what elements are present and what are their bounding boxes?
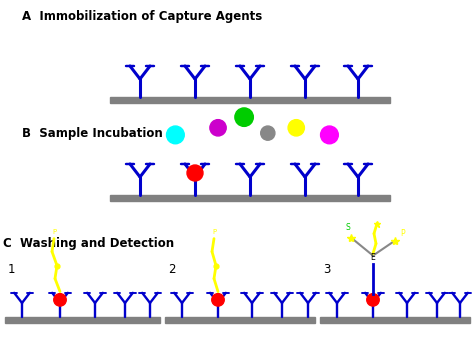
Text: 3: 3	[323, 263, 330, 276]
Circle shape	[320, 126, 338, 144]
Bar	[165, 317, 315, 323]
Circle shape	[212, 294, 224, 306]
Circle shape	[166, 126, 184, 144]
Bar	[320, 317, 470, 323]
Bar	[110, 97, 390, 103]
Circle shape	[261, 126, 275, 140]
Text: C  Washing and Detection: C Washing and Detection	[3, 237, 174, 250]
Text: 2: 2	[168, 263, 175, 276]
Circle shape	[367, 294, 379, 306]
Bar	[110, 195, 390, 201]
Text: P: P	[52, 229, 56, 235]
Text: P: P	[212, 229, 216, 235]
Circle shape	[187, 165, 203, 181]
Text: 1: 1	[8, 263, 16, 276]
Text: S: S	[346, 223, 350, 231]
Text: B  Sample Incubation: B Sample Incubation	[22, 127, 163, 140]
Circle shape	[54, 294, 66, 306]
Circle shape	[235, 108, 253, 126]
Bar	[5, 317, 160, 323]
Text: E: E	[371, 253, 375, 262]
Text: A  Immobilization of Capture Agents: A Immobilization of Capture Agents	[22, 10, 262, 23]
Circle shape	[288, 120, 304, 136]
Text: P: P	[400, 229, 405, 237]
Circle shape	[210, 120, 226, 136]
